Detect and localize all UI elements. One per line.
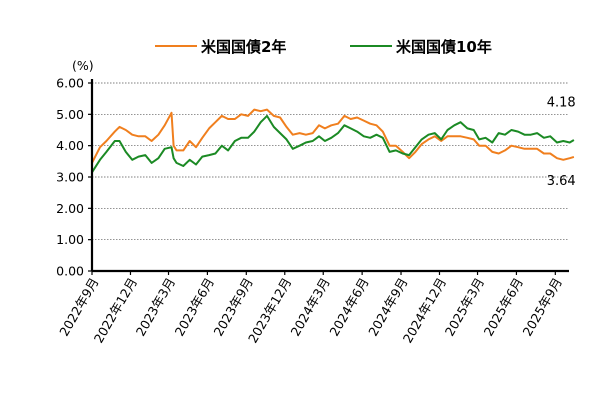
y-tick-label: 1.00 bbox=[56, 232, 84, 247]
end-value-10y: 4.18 bbox=[547, 96, 576, 111]
y-tick-label: 2.00 bbox=[56, 201, 84, 216]
legend-label-2y: 米国国債2年 bbox=[201, 38, 286, 56]
y-tick-label: 3.00 bbox=[56, 170, 84, 185]
axes bbox=[88, 79, 569, 275]
x-tick-labels: 2022年9月2022年12月2023年3月2023年6月2023年9月2023… bbox=[56, 275, 565, 345]
y-tick-label: 5.00 bbox=[56, 107, 84, 122]
y-tick-label: 6.00 bbox=[56, 76, 84, 91]
y-tick-labels: 6.00 5.00 4.00 3.00 2.00 1.00 0.00 bbox=[56, 76, 84, 279]
gridlines bbox=[92, 82, 568, 241]
x-tick-label: 2025年9月 bbox=[520, 275, 565, 339]
series-line-10y bbox=[91, 114, 575, 173]
x-tick-label: 2023年6月 bbox=[172, 275, 217, 339]
x-tick-label: 2024年6月 bbox=[326, 275, 371, 339]
x-tick-label: 2025年6月 bbox=[481, 275, 526, 339]
y-tick-label: 0.00 bbox=[56, 264, 84, 279]
y-tick-label: 4.00 bbox=[56, 138, 84, 153]
series-layer bbox=[91, 108, 575, 173]
series-line-2y bbox=[91, 108, 575, 164]
annotations: 4.18 3.64 bbox=[547, 96, 576, 189]
x-tick-label: 2025年3月 bbox=[442, 275, 487, 339]
x-tick-label: 2024年3月 bbox=[287, 275, 332, 339]
legend-label-10y: 米国国債10年 bbox=[396, 38, 492, 56]
legend: 米国国債2年 米国国債10年 bbox=[155, 38, 492, 56]
y-unit-label: (%) bbox=[72, 58, 94, 73]
end-value-2y: 3.64 bbox=[547, 174, 576, 189]
x-tick-label: 2023年3月 bbox=[133, 275, 178, 339]
